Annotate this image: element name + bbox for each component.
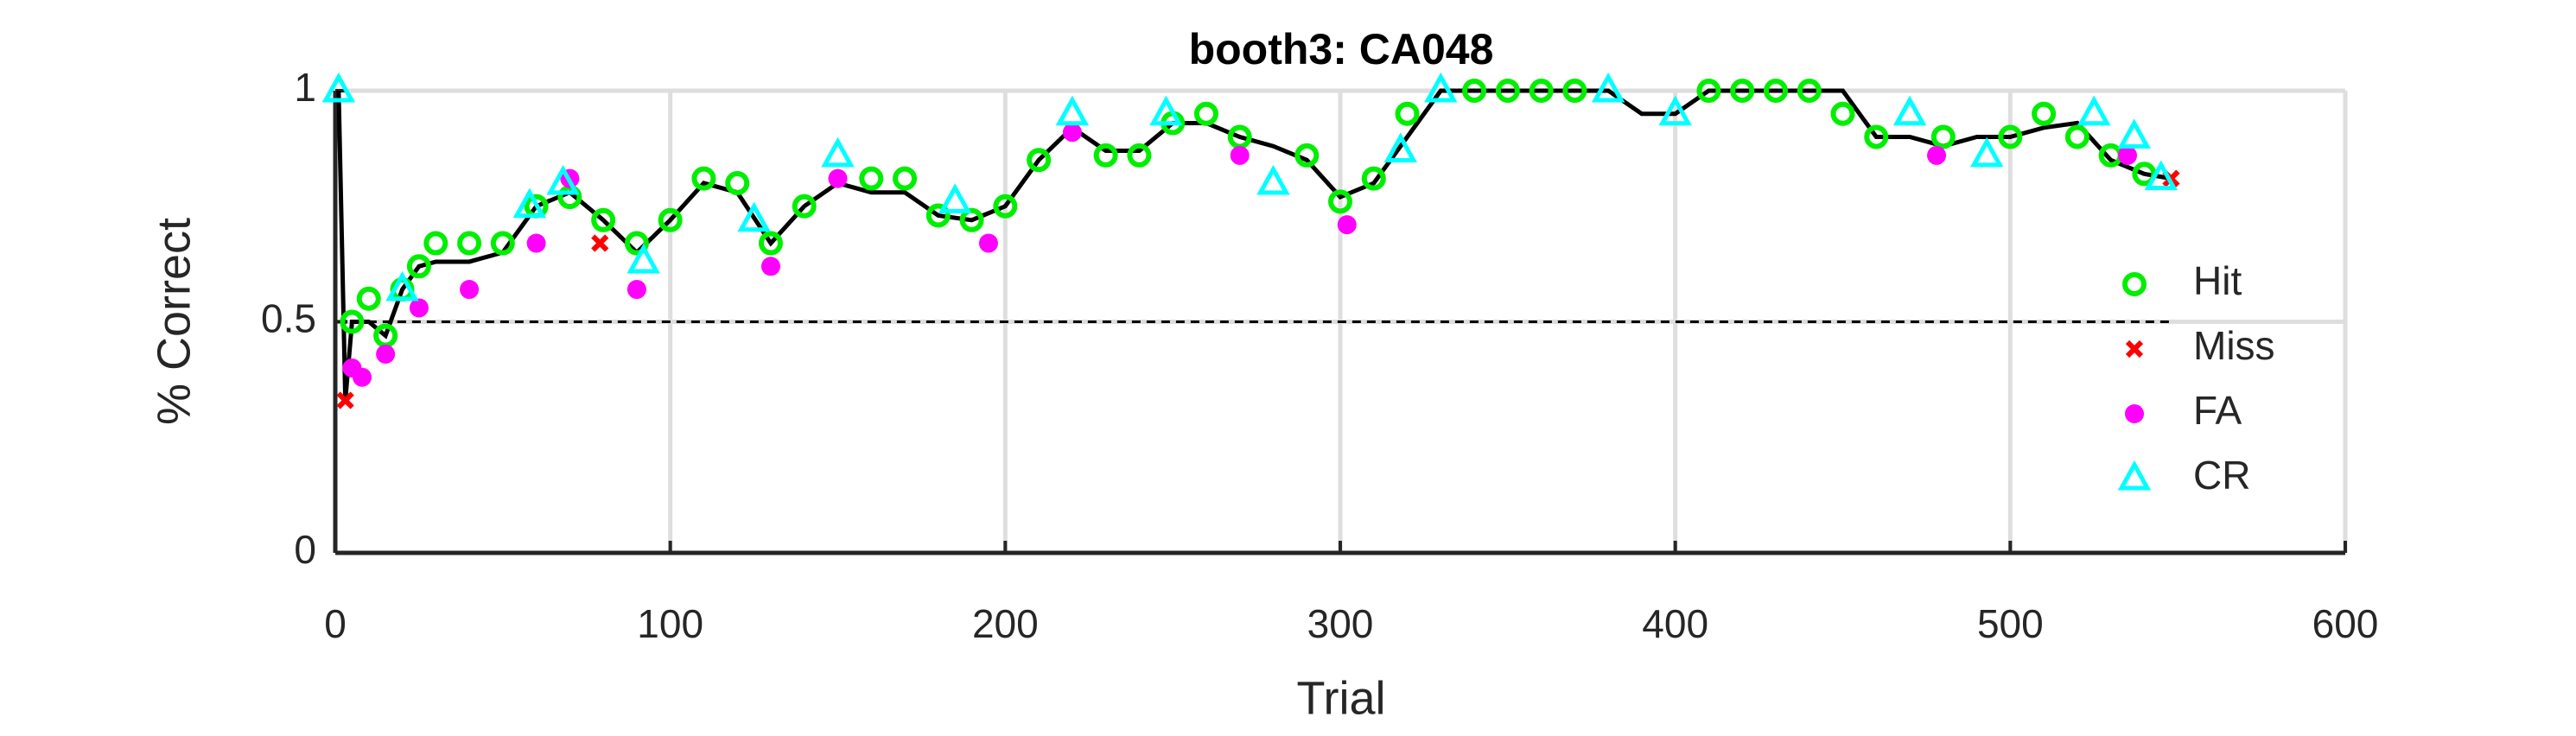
x-axis-label: Trial — [1297, 672, 1386, 724]
point — [1193, 101, 1218, 126]
point — [1462, 79, 1487, 103]
point — [938, 183, 972, 213]
point — [1127, 143, 1152, 168]
point — [624, 231, 649, 256]
point — [993, 194, 1018, 219]
point — [353, 367, 372, 387]
x-tick-label: 400 — [1642, 601, 1708, 646]
point — [2144, 160, 2178, 191]
point — [490, 231, 515, 256]
point — [1797, 79, 1822, 103]
point — [2032, 101, 2057, 126]
point — [760, 257, 780, 276]
point — [1093, 143, 1118, 168]
x-tick-label: 500 — [1977, 601, 2044, 646]
point — [725, 171, 750, 195]
point — [546, 164, 580, 195]
point — [1149, 95, 1183, 126]
x-tick-label: 200 — [972, 601, 1039, 646]
x-tick-label: 600 — [2312, 601, 2379, 646]
point — [2118, 145, 2138, 165]
point — [457, 231, 482, 256]
point — [1055, 95, 1090, 126]
point — [821, 136, 855, 168]
point — [591, 234, 609, 252]
point — [336, 391, 354, 409]
accuracy-line — [336, 88, 2172, 401]
point — [1696, 79, 1721, 103]
x-tick-label: 100 — [637, 601, 703, 646]
legend-label: CR — [2193, 453, 2250, 498]
x-tick-label: 0 — [324, 601, 347, 646]
point — [356, 286, 381, 311]
point — [893, 166, 918, 191]
point — [925, 203, 951, 228]
legend-label: Miss — [2193, 323, 2275, 368]
point — [1361, 166, 1386, 191]
x-tick-label: 300 — [1307, 601, 1374, 646]
point — [1027, 148, 1052, 173]
point — [591, 207, 616, 232]
point — [376, 344, 396, 364]
point — [1562, 79, 1587, 103]
legend-marker — [2117, 460, 2152, 491]
point — [1337, 215, 1357, 235]
point — [1930, 124, 1956, 149]
point — [828, 168, 848, 188]
point — [1495, 79, 1520, 103]
legend-marker — [2122, 272, 2147, 296]
point — [526, 233, 546, 253]
point — [978, 233, 998, 253]
point — [406, 254, 431, 279]
point — [658, 207, 683, 232]
point — [1730, 79, 1755, 103]
point — [691, 166, 716, 191]
point — [512, 187, 547, 219]
y-tick-label: 1 — [294, 65, 316, 110]
point — [627, 243, 660, 274]
point — [1892, 95, 1927, 126]
point — [321, 72, 356, 103]
point — [1395, 101, 1420, 126]
point — [1328, 189, 1352, 214]
point — [859, 166, 884, 191]
point — [627, 280, 646, 300]
legend-marker — [2125, 339, 2144, 358]
y-axis-label: % Correct — [148, 218, 200, 425]
point — [1830, 101, 1855, 126]
point — [2064, 124, 2089, 149]
point — [460, 280, 480, 300]
legend-marker — [2125, 404, 2144, 423]
point — [1591, 72, 1625, 103]
point — [1256, 164, 1290, 195]
point — [340, 309, 365, 334]
point — [1864, 124, 1889, 149]
point — [1529, 79, 1554, 103]
point — [1658, 95, 1692, 126]
y-tick-label: 0.5 — [261, 296, 316, 341]
point — [1969, 136, 2004, 168]
y-tick-label: 0 — [294, 527, 316, 572]
point — [1763, 79, 1788, 103]
point — [385, 270, 419, 301]
point — [2117, 118, 2152, 149]
legend-label: FA — [2193, 388, 2242, 433]
point — [737, 201, 771, 232]
point — [1424, 72, 1458, 103]
point — [959, 207, 984, 232]
point — [2077, 95, 2111, 126]
chart-title: booth3: CA048 — [1189, 25, 1494, 73]
point — [409, 298, 429, 318]
point — [1062, 123, 1082, 143]
point — [1230, 145, 1250, 165]
point — [1383, 132, 1418, 163]
point — [1294, 143, 1320, 168]
legend-label: Hit — [2193, 258, 2242, 303]
point — [1927, 145, 1947, 165]
point — [758, 231, 783, 256]
point — [792, 194, 817, 219]
point — [423, 231, 448, 256]
point — [1998, 124, 2023, 149]
